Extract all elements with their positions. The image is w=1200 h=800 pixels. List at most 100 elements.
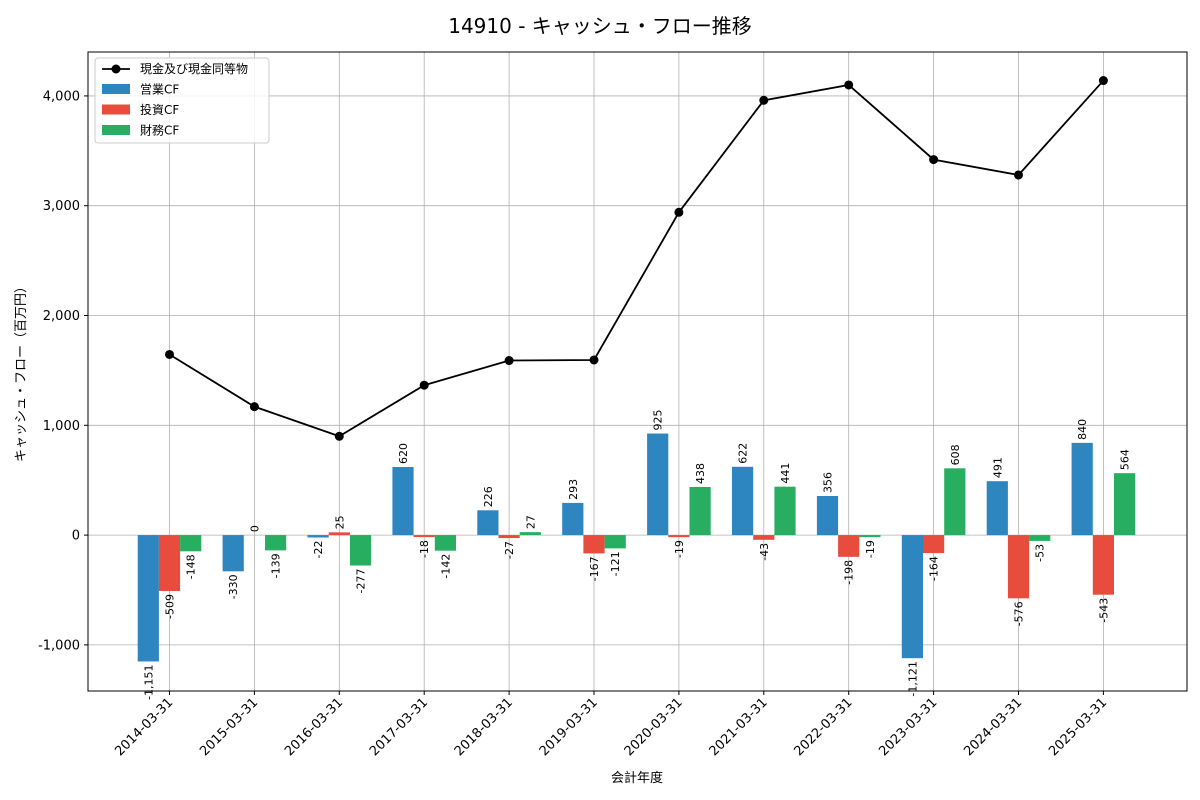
bar-0-5 xyxy=(562,502,584,536)
cash-line-point xyxy=(589,355,599,365)
bar-0-8 xyxy=(816,496,839,536)
x-tick-label: 2022-03-31 xyxy=(791,695,855,759)
bar-2-1 xyxy=(265,535,287,551)
bar-2-10 xyxy=(1029,535,1051,541)
data-label: -509 xyxy=(164,594,177,619)
data-label: 620 xyxy=(397,443,410,464)
x-tick-label: 2015-03-31 xyxy=(197,695,261,759)
bar-0-1 xyxy=(222,535,244,572)
x-tick-label: 2021-03-31 xyxy=(707,695,771,759)
cash-line-point xyxy=(929,155,939,165)
bar-1-4 xyxy=(498,535,520,539)
bar-0-2 xyxy=(307,535,329,538)
data-label: -167 xyxy=(588,556,601,581)
bar-1-11 xyxy=(1092,535,1114,595)
bar-0-10 xyxy=(986,481,1008,536)
data-label: -18 xyxy=(418,540,431,558)
data-label: -543 xyxy=(1097,598,1110,623)
bar-2-8 xyxy=(859,535,881,538)
data-label: 491 xyxy=(991,457,1004,478)
bar-1-6 xyxy=(668,535,690,538)
data-label: 356 xyxy=(822,472,835,493)
bar-2-11 xyxy=(1114,473,1136,536)
y-tick-label: 4,000 xyxy=(43,89,80,104)
data-label: -330 xyxy=(227,574,240,599)
data-label: -43 xyxy=(758,543,771,561)
data-label: -1,151 xyxy=(142,664,155,699)
data-label: -19 xyxy=(864,540,877,558)
data-label: 441 xyxy=(779,463,792,484)
data-label: -576 xyxy=(1013,601,1026,626)
bar-2-0 xyxy=(180,535,202,552)
cash-line-point xyxy=(674,207,684,217)
chart-title: 14910 - キャッシュ・フロー推移 xyxy=(448,14,752,38)
data-label: 925 xyxy=(652,410,665,431)
bar-1-8 xyxy=(838,535,860,557)
cash-line-point xyxy=(334,431,344,441)
cash-line-point xyxy=(759,95,769,105)
cash-line-point xyxy=(844,80,854,90)
x-tick-label: 2018-03-31 xyxy=(452,695,516,759)
data-label: 27 xyxy=(524,515,537,529)
legend-label: 投資CF xyxy=(140,102,179,117)
x-tick-label: 2014-03-31 xyxy=(112,695,176,759)
cash-line-point xyxy=(419,380,429,390)
data-labels: -1,151 -330 -22 620 226 293 925 622 356 -1,121 491… xyxy=(142,410,1131,700)
data-label: 438 xyxy=(694,463,707,484)
x-tick-label: 2016-03-31 xyxy=(282,695,346,759)
legend-swatch xyxy=(102,84,130,94)
bar-0-7 xyxy=(732,466,754,536)
x-axis: 2014-03-31 2015-03-31 2016-03-31 2017-03-31… xyxy=(112,691,1110,759)
y-axis: -1,000 0 1,000 2,000 3,000 4,000 xyxy=(38,89,88,653)
bar-1-3 xyxy=(413,535,435,538)
bar-0-3 xyxy=(392,467,414,536)
legend-label: 営業CF xyxy=(140,83,179,97)
data-label: -139 xyxy=(270,553,283,578)
x-axis-label: 会計年度 xyxy=(611,770,663,786)
data-label: 840 xyxy=(1076,419,1089,440)
data-label: 293 xyxy=(567,479,580,500)
y-tick-label: 1,000 xyxy=(43,419,80,434)
x-tick-label: 2017-03-31 xyxy=(367,695,431,759)
data-label: -148 xyxy=(185,554,198,579)
data-label: 0 xyxy=(248,525,261,532)
x-tick-label: 2023-03-31 xyxy=(876,695,940,759)
data-label: -142 xyxy=(439,554,452,579)
data-label: -1,121 xyxy=(906,661,919,696)
data-label: -277 xyxy=(355,569,368,594)
bar-0-9 xyxy=(901,535,923,659)
data-label: 608 xyxy=(949,444,962,465)
bar-2-4 xyxy=(519,532,541,536)
bar-2-3 xyxy=(434,535,456,551)
legend-label: 財務CF xyxy=(140,123,179,138)
data-label: -198 xyxy=(843,560,856,585)
y-tick-label: 3,000 xyxy=(43,199,80,214)
data-label: -53 xyxy=(1034,544,1047,562)
y-tick-label: 2,000 xyxy=(43,309,80,324)
bar-0-11 xyxy=(1071,442,1093,536)
legend-box xyxy=(94,57,270,144)
bar-1-7 xyxy=(753,535,775,540)
legend-swatch xyxy=(102,125,130,135)
bar-0-4 xyxy=(477,510,499,536)
bar-2-5 xyxy=(604,535,626,549)
data-label: -19 xyxy=(673,540,686,558)
y-tick-label: 0 xyxy=(72,529,80,544)
cash-line-point xyxy=(504,356,514,366)
bar-2-2 xyxy=(349,535,372,566)
legend-line-marker xyxy=(111,64,121,74)
x-tick-label: 2019-03-31 xyxy=(537,695,601,759)
x-tick-label: 2025-03-31 xyxy=(1046,695,1110,759)
data-label: 226 xyxy=(482,486,495,507)
legend-swatch xyxy=(102,104,130,115)
bar-2-7 xyxy=(774,486,796,536)
bar-0-6 xyxy=(647,433,669,536)
x-tick-label: 2024-03-31 xyxy=(961,695,1025,759)
cash-line xyxy=(165,76,1108,441)
cash-line-point xyxy=(249,402,259,412)
bar-1-10 xyxy=(1007,535,1030,599)
data-label: -121 xyxy=(609,551,622,576)
cash-line-point xyxy=(165,349,174,359)
